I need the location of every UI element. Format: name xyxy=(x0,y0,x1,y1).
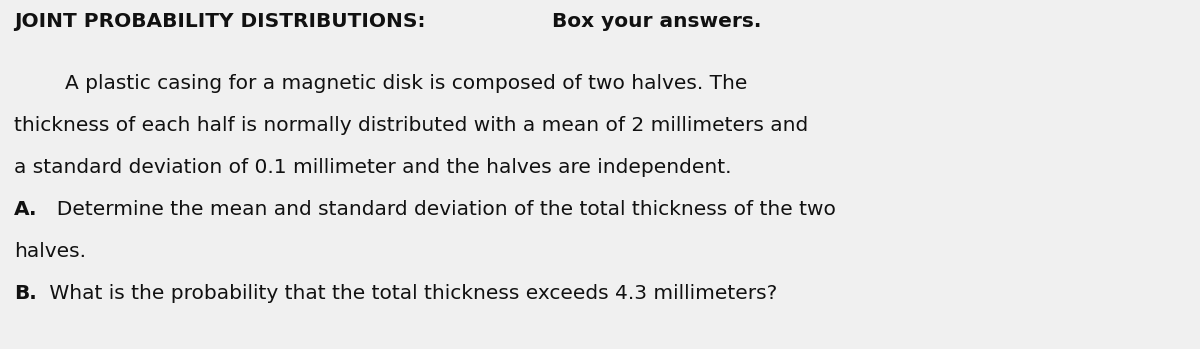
Text: A plastic casing for a magnetic disk is composed of two halves. The: A plastic casing for a magnetic disk is … xyxy=(14,74,748,93)
Text: B.: B. xyxy=(14,284,37,303)
Text: JOINT PROBABILITY DISTRIBUTIONS:: JOINT PROBABILITY DISTRIBUTIONS: xyxy=(14,12,426,31)
Text: Determine the mean and standard deviation of the total thickness of the two: Determine the mean and standard deviatio… xyxy=(44,200,836,219)
Text: thickness of each half is normally distributed with a mean of 2 millimeters and: thickness of each half is normally distr… xyxy=(14,116,809,135)
Text: a standard deviation of 0.1 millimeter and the halves are independent.: a standard deviation of 0.1 millimeter a… xyxy=(14,158,732,177)
Text: What is the probability that the total thickness exceeds 4.3 millimeters?: What is the probability that the total t… xyxy=(43,284,778,303)
Text: Box your answers.: Box your answers. xyxy=(545,12,761,31)
Text: A.: A. xyxy=(14,200,37,219)
Text: halves.: halves. xyxy=(14,242,86,261)
